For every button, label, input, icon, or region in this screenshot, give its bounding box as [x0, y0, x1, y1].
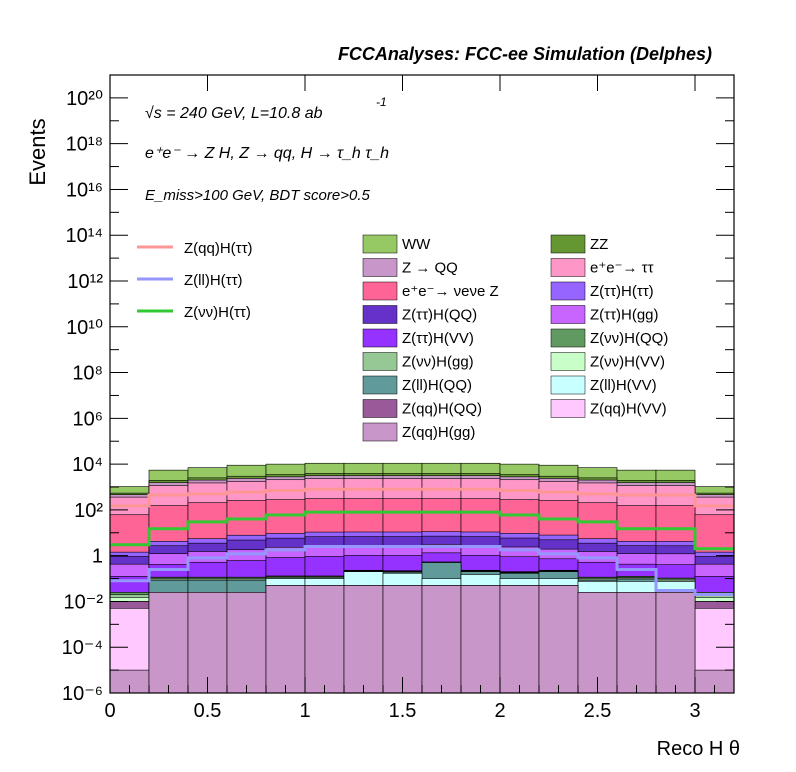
axes: 0 0.5 1 1.5 2 2.5 3 10⁻⁶ 10⁻⁴ 10⁻² 1 10² 10⁴ 10⁶ 10⁸ 10…	[62, 74, 734, 722]
signal-line-z-h	[110, 510, 734, 551]
y-tick-label: 10²	[74, 500, 103, 522]
header-title: FCCAnalyses: FCC-ee Simulation (Delphes)	[338, 44, 712, 64]
bar-z-qq-h-gg-bin-8	[421, 585, 462, 694]
legend-label-z-h-qq: Z(νν)H(QQ)	[590, 330, 668, 347]
bar-z-qq-h-gg-bin-14	[655, 592, 696, 694]
bar-z-qq-h-gg-bin-6	[343, 585, 384, 694]
bar-z-qq-h-gg-bin-4	[265, 585, 306, 694]
legend-swatch-z-qq	[362, 258, 398, 277]
legend-label-ww: WW	[402, 236, 431, 253]
legend-swatch-z-h-vv	[362, 328, 398, 348]
legend-label-z-qq-h-qq: Z(qq)H(QQ)	[402, 401, 482, 418]
legend-swatch-z-h-qq	[550, 328, 586, 348]
x-tick-label: 3	[689, 700, 700, 722]
x-tick-label: 2	[494, 700, 505, 722]
signal-lines	[110, 487, 734, 597]
x-tick-label: 0.5	[194, 700, 222, 722]
process-label: e⁺e⁻ → Z H, Z → qq, H → τ_h τ_h	[145, 145, 389, 162]
legend-label-z-ll-h: Z(ll)H(ττ)	[184, 272, 243, 289]
y-tick-label: 10²⁰	[66, 88, 103, 110]
x-tick-label: 0	[104, 700, 115, 722]
y-tick-label: 10⁶	[73, 408, 103, 430]
y-tick-label: 10⁻⁶	[62, 683, 103, 705]
legend-swatch-z-h	[550, 281, 586, 301]
y-axis-label: Events	[25, 118, 50, 185]
stacked-histogram	[109, 462, 735, 694]
bar-z-qq-h-gg-bin-3	[226, 592, 267, 694]
legend-label-z-h-gg: Z(νν)H(gg)	[402, 354, 474, 371]
legend-label-z-ll-h-vv: Z(ll)H(VV)	[590, 377, 657, 394]
y-tick-label: 10¹²	[67, 271, 103, 293]
legend-swatch-z-ll-h-vv	[550, 375, 586, 395]
legend-label-e-e-e-e-z: e⁺e⁻→ νeνe Z	[402, 283, 499, 300]
legend-swatch-z-h-qq	[362, 305, 398, 324]
energy-sup: -1	[376, 95, 387, 109]
bar-z-qq-h-gg-bin-10	[499, 585, 540, 694]
x-tick-label: 2.5	[584, 700, 612, 722]
y-tick-label: 10⁻⁴	[62, 637, 103, 659]
y-tick-label: 1	[92, 546, 103, 568]
x-axis-label: Reco H θ	[657, 738, 740, 760]
legend-label-z-h: Z(ττ)H(ττ)	[590, 283, 654, 300]
y-tick-label: 10¹⁴	[66, 225, 104, 247]
legend-swatch-e-e	[550, 258, 586, 277]
annotations: √s = 240 GeV, L=10.8 ab -1 e⁺e⁻ → Z H, Z…	[145, 95, 389, 204]
legend-swatch-z-qq-h-vv	[550, 399, 586, 418]
legend-label-z-qq-h-gg: Z(qq)H(gg)	[402, 424, 475, 441]
y-tick-label: 10¹⁰	[66, 317, 103, 339]
y-tick-label: 10⁴	[72, 454, 103, 476]
x-tick-label: 1.5	[389, 700, 417, 722]
legend-swatch-z-qq-h-qq	[362, 399, 398, 418]
y-tick-label: 10¹⁸	[66, 134, 103, 156]
legend-swatch-z-h-vv	[550, 352, 586, 371]
legend-label-z-qq-h: Z(qq)H(ττ)	[184, 240, 253, 257]
legend-swatch-z-ll-h-qq	[362, 375, 398, 395]
cuts-label: E_miss>100 GeV, BDT score>0.5	[145, 187, 370, 204]
legend-label-z-h: Z(νν)H(ττ)	[184, 304, 251, 321]
legend-label-z-h-vv: Z(νν)H(VV)	[590, 354, 665, 371]
legend-label-z-ll-h-qq: Z(ll)H(QQ)	[402, 377, 472, 394]
bar-z-qq-h-gg-bin-9	[460, 585, 501, 694]
y-tick-label: 10¹⁶	[66, 179, 103, 201]
legend-swatch-zz	[550, 234, 586, 254]
bar-z-qq-h-gg-bin-5	[304, 585, 345, 694]
legend-swatch-e-e-e-e-z	[362, 281, 398, 301]
signal-line-z-ll-h	[110, 545, 734, 597]
bar-z-qq-h-gg-bin-7	[382, 585, 423, 694]
bar-z-qq-h-gg-bin-11	[538, 585, 579, 694]
bar-z-qq-h-gg-bin-13	[616, 592, 657, 694]
x-tick-label: 1	[299, 700, 310, 722]
signal-line-z-qq-h	[110, 487, 734, 508]
legend-label-z-h-gg: Z(ττ)H(gg)	[590, 307, 659, 324]
legend: Z(qq)H(ττ) Z(ll)H(ττ) Z(νν)H(ττ) WW ZZ Z → QQ…	[137, 234, 668, 442]
bar-z-qq-h-gg-bin-12	[577, 592, 618, 694]
legend-label-z-qq: Z → QQ	[402, 260, 458, 277]
legend-label-zz: ZZ	[590, 236, 608, 253]
legend-swatch-z-h-gg	[362, 352, 398, 371]
bar-z-qq-h-gg-bin-2	[187, 592, 228, 694]
energy-label: √s = 240 GeV, L=10.8 ab	[145, 105, 323, 122]
legend-swatch-ww	[362, 234, 398, 254]
bar-z-qq-h-gg-bin-1	[148, 592, 189, 694]
legend-swatch-z-qq-h-gg	[362, 422, 398, 442]
y-tick-label: 10⁻²	[64, 591, 104, 613]
legend-label-z-qq-h-vv: Z(qq)H(VV)	[590, 401, 667, 418]
legend-label-e-e: e⁺e⁻→ ττ	[590, 260, 654, 277]
legend-label-z-h-vv: Z(ττ)H(VV)	[402, 330, 474, 347]
legend-swatch-z-h-gg	[550, 305, 586, 324]
legend-label-z-h-qq: Z(ττ)H(QQ)	[402, 307, 477, 324]
y-tick-label: 10⁸	[72, 363, 103, 385]
